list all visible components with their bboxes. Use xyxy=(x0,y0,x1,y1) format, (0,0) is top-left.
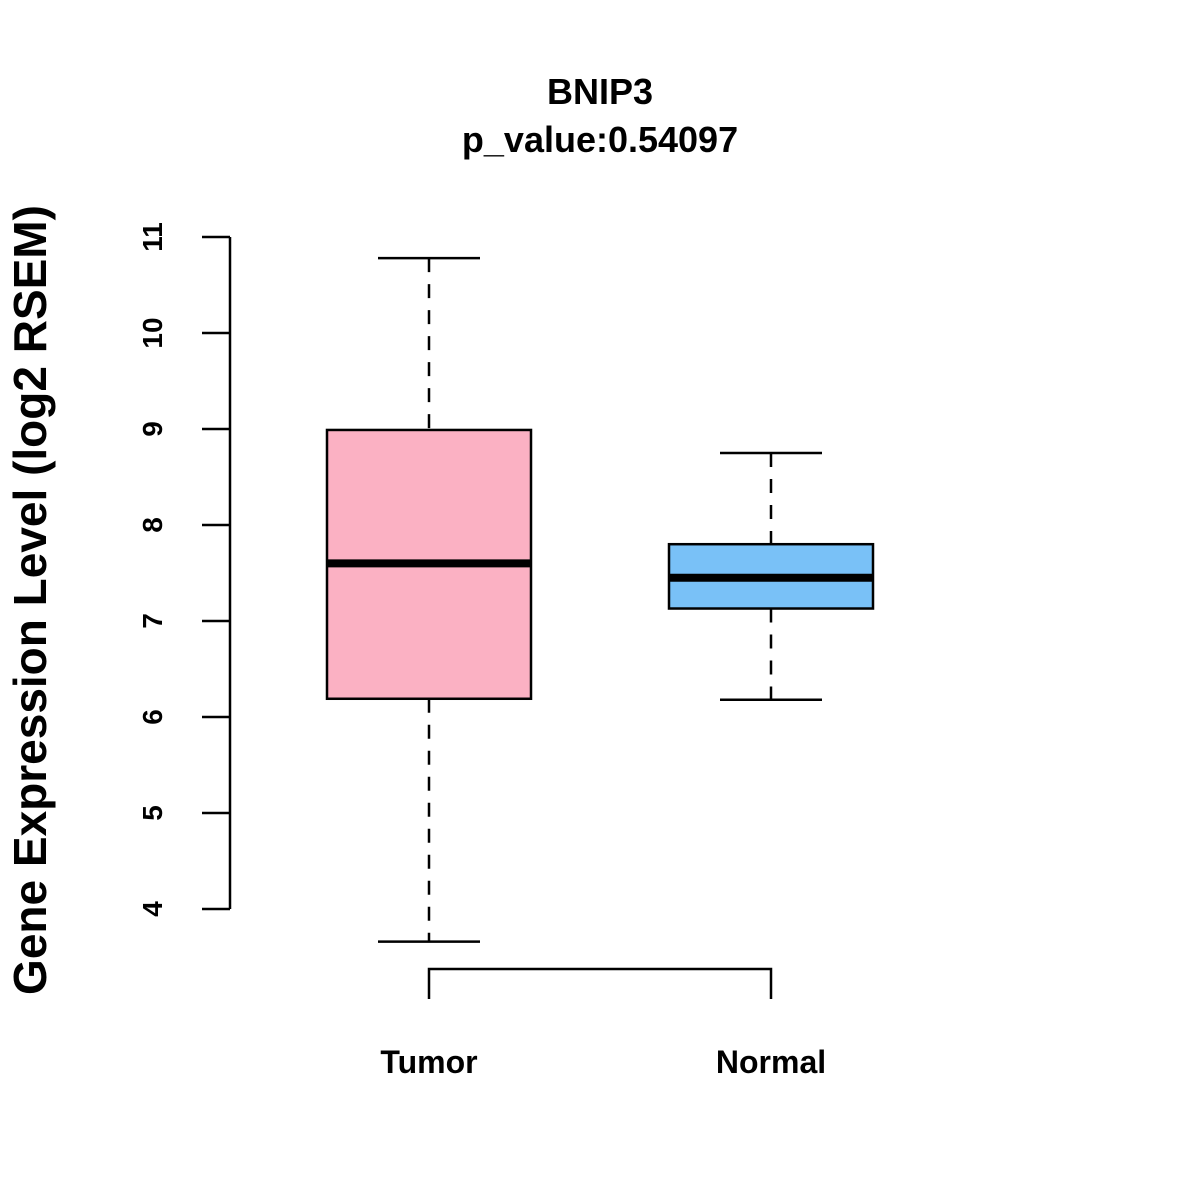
y-tick-label: 11 xyxy=(137,222,168,252)
y-tick-label: 10 xyxy=(137,317,168,348)
plot-area xyxy=(325,256,875,943)
y-tick-label: 6 xyxy=(137,709,168,725)
y-tick-label: 7 xyxy=(137,613,168,629)
x-tick-label: Normal xyxy=(716,1044,826,1080)
x-tick-label: Tumor xyxy=(380,1044,477,1080)
y-tick-label: 9 xyxy=(137,421,168,437)
bracket-line xyxy=(427,967,773,999)
y-tick-label: 5 xyxy=(137,805,168,821)
comparison-bracket xyxy=(427,967,773,999)
y-tick-label: 4 xyxy=(137,901,168,917)
box-group-tumor xyxy=(325,256,533,943)
chart-subtitle: p_value:0.54097 xyxy=(462,119,738,160)
chart-title: BNIP3 xyxy=(547,71,653,112)
y-axis-label: Gene Expression Level (log2 RSEM) xyxy=(4,205,56,995)
box-group-normal xyxy=(667,451,875,701)
y-tick-label: 8 xyxy=(137,517,168,533)
y-axis: 4 5 6 7 8 9 10 11 xyxy=(137,222,232,917)
x-axis-labels: Tumor Normal xyxy=(380,1044,826,1080)
